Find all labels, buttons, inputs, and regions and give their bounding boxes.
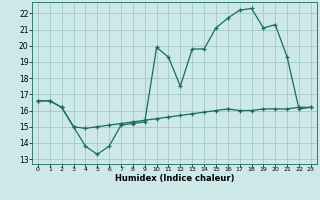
X-axis label: Humidex (Indice chaleur): Humidex (Indice chaleur) [115,174,234,183]
